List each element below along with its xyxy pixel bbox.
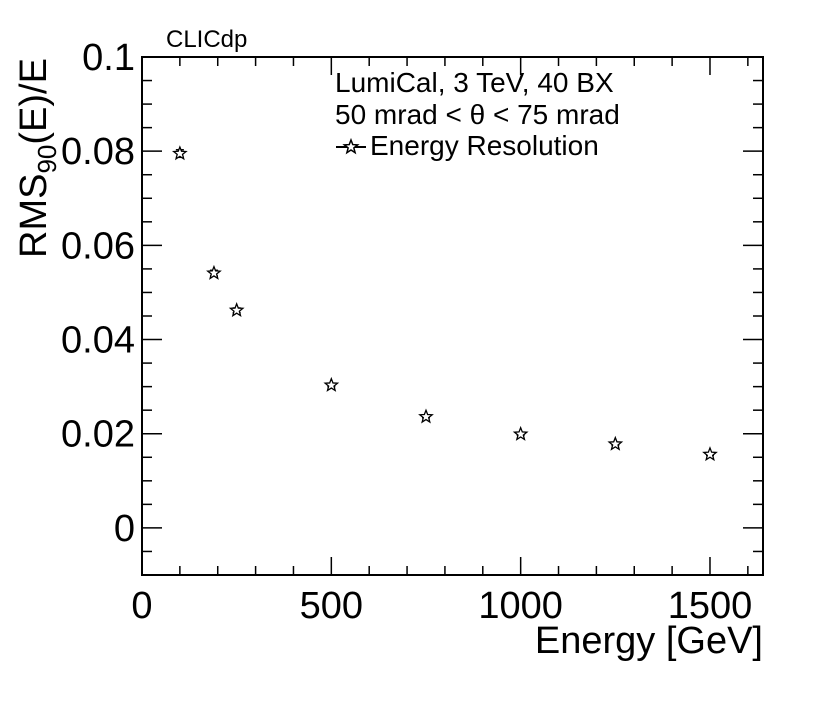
legend-star-marker — [342, 137, 360, 155]
y-tick-label: 0.06 — [61, 225, 135, 267]
x-tick-label: 1500 — [668, 585, 753, 627]
legend-entry-label: Energy Resolution — [370, 130, 599, 161]
star-marker — [512, 425, 529, 441]
star-marker — [228, 302, 245, 318]
x-tick-label: 500 — [300, 585, 363, 627]
star-marker — [607, 435, 624, 451]
y-axis-title-suffix: (E)/E — [13, 58, 55, 145]
star-marker — [323, 376, 340, 392]
data-point — [206, 264, 222, 280]
legend-line-1: LumiCal, 3 TeV, 40 BX — [335, 67, 614, 98]
star-marker — [171, 145, 188, 161]
x-axis-title: Energy [GeV] — [535, 620, 763, 662]
clicdp-tag: CLICdp — [166, 26, 247, 53]
y-tick-label: 0.04 — [61, 320, 135, 362]
x-tick-label: 0 — [131, 585, 152, 627]
data-point — [512, 425, 529, 441]
y-tick-label: 0.08 — [61, 131, 135, 173]
y-axis-title: RMS90(E)/E — [13, 58, 62, 258]
data-point — [418, 408, 434, 424]
star-marker — [418, 408, 434, 424]
star-marker — [702, 446, 718, 462]
data-point — [171, 145, 188, 161]
y-tick-label: 0.02 — [61, 414, 135, 456]
data-point — [607, 435, 624, 451]
data-series-energy-resolution — [171, 145, 718, 462]
legend: LumiCal, 3 TeV, 40 BX 50 mrad < θ < 75 m… — [335, 67, 620, 161]
star-marker — [206, 264, 222, 280]
y-axis-title-sub: 90 — [32, 145, 62, 174]
y-tick-label: 0.1 — [82, 37, 135, 79]
data-point — [702, 446, 718, 462]
y-tick-label: 0 — [114, 508, 135, 550]
axis-tick-labels: 0 500 1000 1500 0 0.02 0.04 0.06 0.08 0.1 — [61, 37, 752, 627]
legend-line-2: 50 mrad < θ < 75 mrad — [335, 99, 620, 130]
x-tick-label: 1000 — [478, 585, 563, 627]
data-point — [323, 376, 340, 392]
data-point — [228, 302, 245, 318]
axis-ticks — [141, 56, 763, 576]
y-axis-title-main: RMS — [13, 174, 55, 258]
